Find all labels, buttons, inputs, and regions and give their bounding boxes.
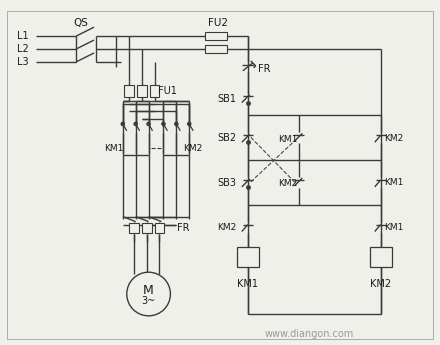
Circle shape (121, 122, 125, 126)
Circle shape (147, 122, 150, 126)
Text: KM1: KM1 (384, 178, 403, 187)
Bar (237, 247, 259, 267)
Circle shape (161, 122, 165, 126)
Circle shape (127, 272, 170, 316)
Text: KM2: KM2 (384, 134, 403, 143)
Text: SB1: SB1 (218, 93, 237, 104)
Bar (150, 85, 159, 97)
Text: KM2: KM2 (218, 223, 237, 232)
Text: QS: QS (73, 18, 88, 28)
Circle shape (187, 122, 191, 126)
Text: KM1: KM1 (278, 135, 297, 144)
Text: 3~: 3~ (141, 296, 156, 306)
Bar (142, 223, 151, 233)
Text: M: M (143, 284, 154, 297)
Text: KM1: KM1 (384, 223, 403, 232)
Bar (137, 85, 147, 97)
Text: FU1: FU1 (158, 86, 177, 96)
Text: L2: L2 (17, 44, 29, 54)
Bar (124, 85, 134, 97)
Text: FR: FR (177, 223, 190, 233)
Text: KM2: KM2 (370, 279, 391, 289)
Text: KM2: KM2 (183, 144, 202, 153)
Bar (154, 223, 165, 233)
Text: KM1: KM1 (237, 279, 258, 289)
Circle shape (134, 122, 137, 126)
Text: KM2: KM2 (278, 179, 297, 188)
Text: FR: FR (258, 64, 270, 74)
Circle shape (175, 122, 178, 126)
Text: SB2: SB2 (218, 133, 237, 143)
Text: KM1: KM1 (104, 144, 123, 153)
Bar (205, 32, 227, 40)
Text: L1: L1 (17, 31, 28, 41)
Text: FU2: FU2 (208, 18, 228, 28)
Text: L3: L3 (17, 57, 28, 67)
Bar (205, 45, 227, 53)
Text: www.diangon.com: www.diangon.com (264, 329, 354, 339)
Bar (370, 247, 392, 267)
Bar (129, 223, 139, 233)
Text: SB3: SB3 (218, 178, 237, 188)
